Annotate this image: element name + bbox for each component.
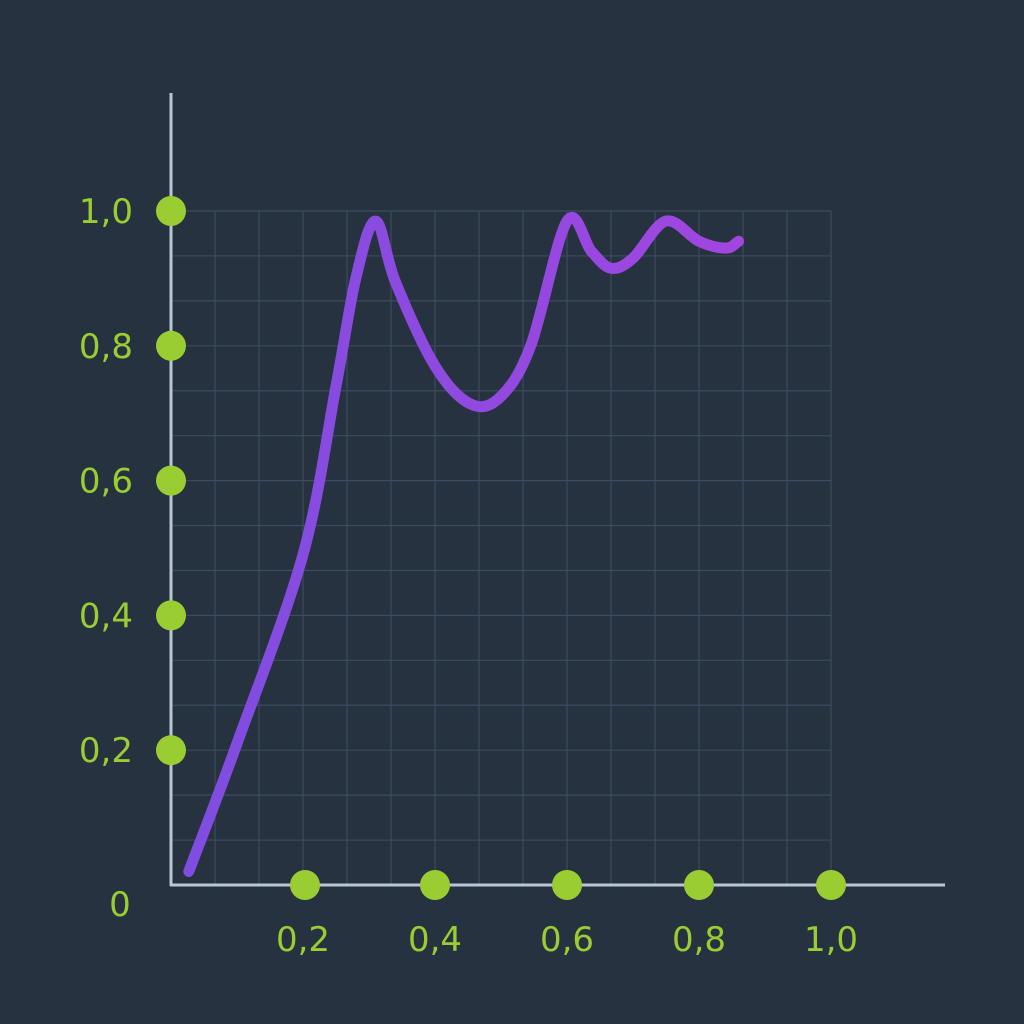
y-tick-marker <box>156 466 186 496</box>
y-tick-marker <box>156 735 186 765</box>
x-tick-marker <box>552 870 582 900</box>
x-tick-marker <box>420 870 450 900</box>
y-tick-label: 1,0 <box>79 192 133 232</box>
y-tick-label: 0,6 <box>79 462 133 502</box>
x-tick-label: 1,0 <box>804 920 858 960</box>
x-tick-label: 0,8 <box>672 920 726 960</box>
x-tick-marker <box>684 870 714 900</box>
x-tick-label: 0,2 <box>276 920 330 960</box>
x-tick-marker <box>816 870 846 900</box>
y-tick-marker <box>156 600 186 630</box>
x-tick-label: 0,4 <box>408 920 462 960</box>
x-tick-marker <box>290 870 320 900</box>
y-tick-label: 0,8 <box>79 327 133 367</box>
x-tick-label: 0,6 <box>540 920 594 960</box>
y-tick-label: 0,4 <box>79 596 133 636</box>
y-tick-marker <box>156 331 186 361</box>
origin-label: 0 <box>109 885 131 925</box>
y-tick-label: 0,2 <box>79 731 133 771</box>
y-tick-marker <box>156 196 186 226</box>
